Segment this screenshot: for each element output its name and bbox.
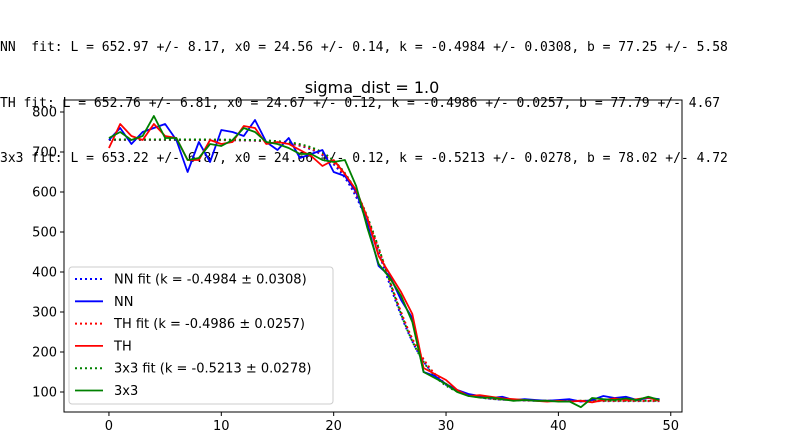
chart-title: sigma_dist = 1.0	[305, 78, 440, 98]
x-tick-label: 40	[550, 419, 567, 434]
axes: 0 10 20 30 40 50 100 200 300 400 500 600 700 800	[32, 106, 679, 435]
plot-area	[108, 115, 660, 409]
fit-results-text: NN fit: L = 652.97 +/- 8.17, x0 = 24.56 …	[0, 2, 728, 187]
legend-label: 3x3 fit (k = -0.5213 ± 0.0278)	[114, 362, 311, 377]
x-tick-label: 30	[438, 419, 455, 434]
legend-label: NN fit (k = -0.4984 ± 0.0308)	[114, 273, 307, 288]
y-tick-label: 600	[32, 186, 57, 201]
plot-frame	[63, 99, 683, 413]
fit-line-th: TH fit: L = 652.76 +/- 6.81, x0 = 24.67 …	[0, 95, 721, 111]
legend-label: NN	[114, 295, 133, 310]
fit-line-3x3: 3x3 fit: L = 653.22 +/- 6.87, x0 = 24.66…	[0, 151, 728, 166]
legend-label: TH fit (k = -0.4986 ± 0.0257)	[113, 317, 305, 332]
y-tick-label: 200	[32, 346, 57, 361]
x-tick-label: 0	[105, 419, 113, 434]
y-tick-label: 500	[32, 226, 57, 241]
x-tick-label: 50	[662, 419, 679, 434]
y-tick-label: 800	[32, 106, 57, 121]
legend-label: 3x3	[114, 384, 138, 399]
legend-box	[68, 266, 334, 405]
legend-label: TH	[113, 339, 132, 354]
y-tick-label: 400	[32, 266, 57, 281]
fit-line-nn: NN fit: L = 652.97 +/- 8.17, x0 = 24.56 …	[0, 40, 728, 55]
y-tick-label: 100	[32, 386, 57, 401]
legend: NN fit (k = -0.4984 ± 0.0308) NN TH fit (k…	[68, 266, 334, 405]
x-tick-label: 10	[213, 419, 230, 434]
y-tick-label: 300	[32, 306, 57, 321]
x-tick-label: 20	[325, 419, 342, 434]
y-tick-label: 700	[32, 146, 57, 161]
series-line-3x3	[108, 115, 660, 409]
